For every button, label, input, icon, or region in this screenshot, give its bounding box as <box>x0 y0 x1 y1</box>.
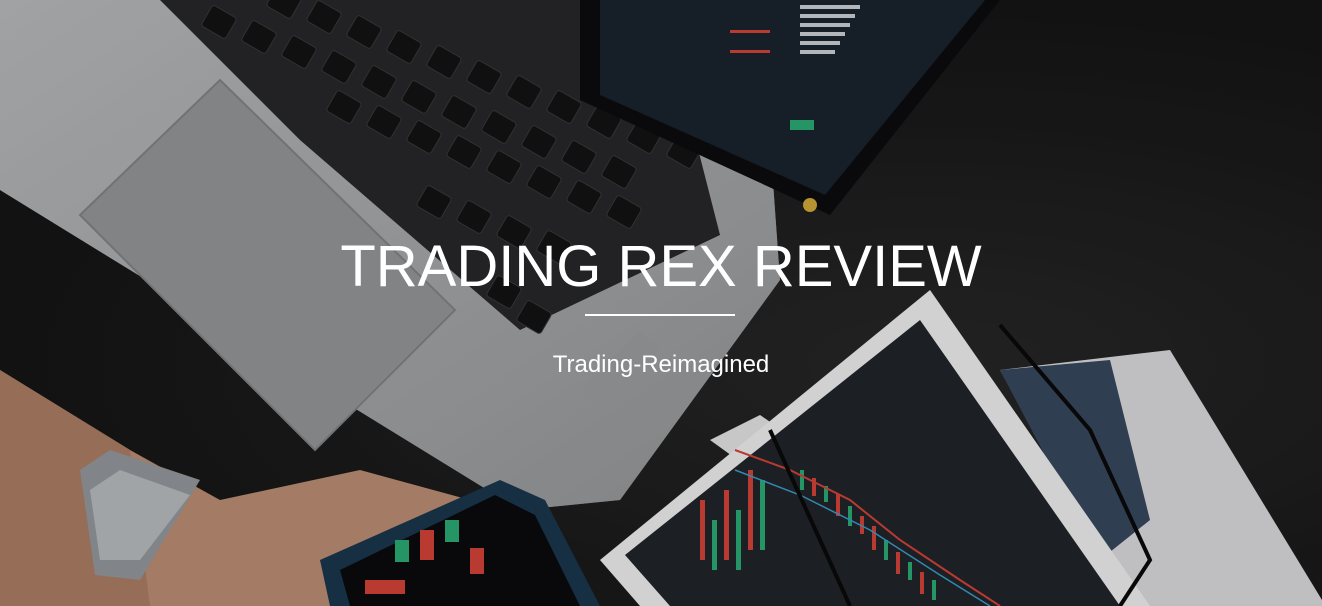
tablet-illustration <box>580 0 1000 215</box>
chart-printouts <box>600 290 1322 606</box>
page-title: TRADING REX REVIEW <box>340 234 982 299</box>
hand-with-phone <box>0 370 600 606</box>
laptop-illustration <box>0 0 780 510</box>
title-divider <box>585 314 735 316</box>
page-subtitle: Trading-Reimagined <box>552 351 770 378</box>
